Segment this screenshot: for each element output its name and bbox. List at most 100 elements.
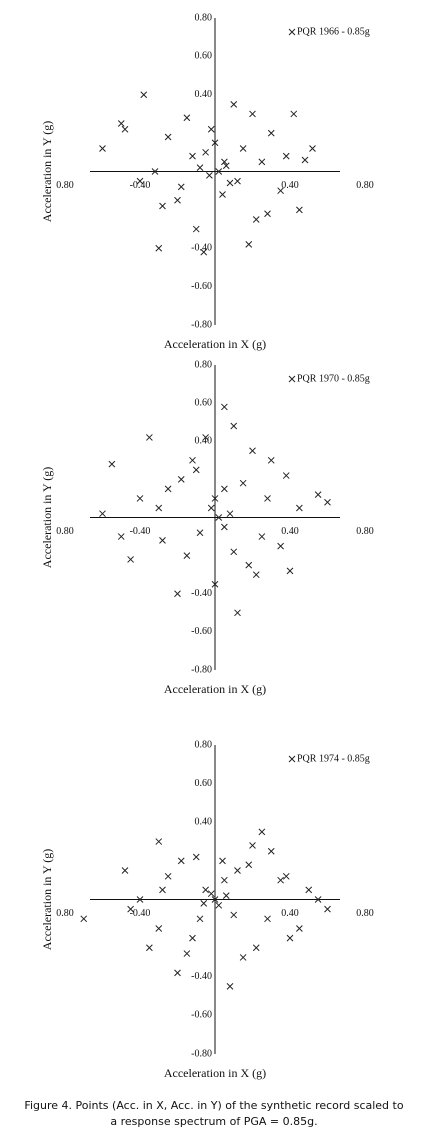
point: [258, 158, 266, 166]
point: [189, 152, 196, 160]
point: [215, 168, 223, 175]
point: [277, 876, 284, 884]
point: [189, 456, 196, 464]
x-tick-label: 0.40: [281, 180, 299, 191]
y-tick-label: -0.60: [191, 1010, 212, 1021]
y-axis-title: Acceleration in Y (g): [40, 849, 54, 950]
legend-marker: [288, 375, 296, 383]
point: [245, 861, 253, 869]
point: [230, 548, 238, 556]
x-tick-label: 0.40: [281, 908, 299, 919]
y-tick-label: -0.40: [191, 243, 212, 254]
point: [234, 609, 241, 617]
point: [183, 552, 191, 559]
y-tick-label: 0.60: [195, 51, 213, 62]
point: [219, 191, 226, 198]
legend-label: PQR 1974 - 0.85g: [297, 753, 370, 764]
point: [245, 241, 253, 248]
y-tick-label: 0.40: [195, 436, 213, 447]
point: [127, 905, 134, 913]
point: [215, 901, 223, 909]
y-tick-label: -0.40: [191, 971, 212, 982]
point: [234, 867, 241, 874]
point: [177, 476, 185, 483]
point: [108, 460, 116, 468]
point: [219, 857, 226, 865]
point: [211, 495, 219, 502]
point: [290, 110, 298, 118]
x-axis-title: Acceleration in X (g): [164, 337, 266, 351]
point: [146, 434, 153, 441]
point: [207, 890, 215, 898]
x-tick-label: 0.40: [281, 526, 299, 537]
point: [164, 872, 172, 880]
point: [196, 915, 204, 923]
point: [264, 495, 271, 502]
point: [215, 514, 223, 521]
x-tick-label: 0.80: [356, 180, 374, 191]
point: [309, 145, 316, 152]
x-tick-label: 0.80: [56, 180, 74, 191]
point: [155, 504, 163, 512]
point: [202, 886, 209, 894]
y-tick-label: -0.60: [191, 281, 212, 292]
point: [202, 148, 209, 156]
point: [252, 216, 260, 223]
point: [239, 954, 247, 961]
y-tick-label: 0.80: [195, 359, 213, 370]
point: [245, 561, 253, 569]
x-tick-label: 0.80: [56, 526, 74, 537]
point: [174, 969, 181, 977]
point: [221, 523, 228, 531]
point: [140, 91, 148, 99]
point: [301, 156, 309, 164]
point: [324, 905, 331, 913]
point: [221, 403, 228, 411]
point: [127, 556, 134, 563]
point: [99, 510, 106, 518]
point: [211, 580, 219, 588]
point: [239, 479, 247, 487]
point: [239, 145, 247, 152]
point: [221, 876, 228, 884]
point: [174, 590, 181, 598]
y-tick-label: 0.80: [195, 12, 213, 23]
point: [183, 114, 191, 122]
point: [249, 842, 256, 849]
point: [324, 498, 331, 506]
point: [183, 950, 191, 957]
y-tick-label: -0.80: [191, 1048, 212, 1059]
point: [314, 491, 322, 498]
point: [164, 133, 172, 141]
point: [211, 896, 219, 903]
point: [286, 934, 294, 942]
point: [159, 537, 166, 544]
x-tick-label: 0.80: [56, 908, 74, 919]
point: [174, 196, 181, 204]
point: [267, 847, 275, 855]
y-tick-label: 0.40: [195, 817, 213, 828]
y-tick-label: -0.40: [191, 588, 212, 599]
y-tick-label: 0.60: [195, 778, 213, 789]
point: [192, 466, 200, 474]
point: [155, 925, 163, 932]
point: [200, 248, 208, 256]
point: [226, 179, 234, 187]
point: [189, 934, 196, 942]
point: [222, 892, 230, 899]
legend-marker: [288, 755, 296, 763]
point: [305, 886, 313, 894]
point: [258, 828, 266, 836]
x-axis-title: Acceleration in X (g): [164, 1066, 266, 1080]
point: [286, 567, 294, 575]
point: [192, 225, 200, 233]
point: [252, 571, 260, 579]
point: [222, 162, 230, 170]
point: [177, 183, 185, 191]
point: [121, 125, 129, 133]
point: [117, 120, 125, 127]
caption: Figure 4. Points (Acc. in X, Acc. in Y) …: [24, 1099, 403, 1112]
point: [249, 447, 256, 455]
point: [249, 110, 256, 118]
